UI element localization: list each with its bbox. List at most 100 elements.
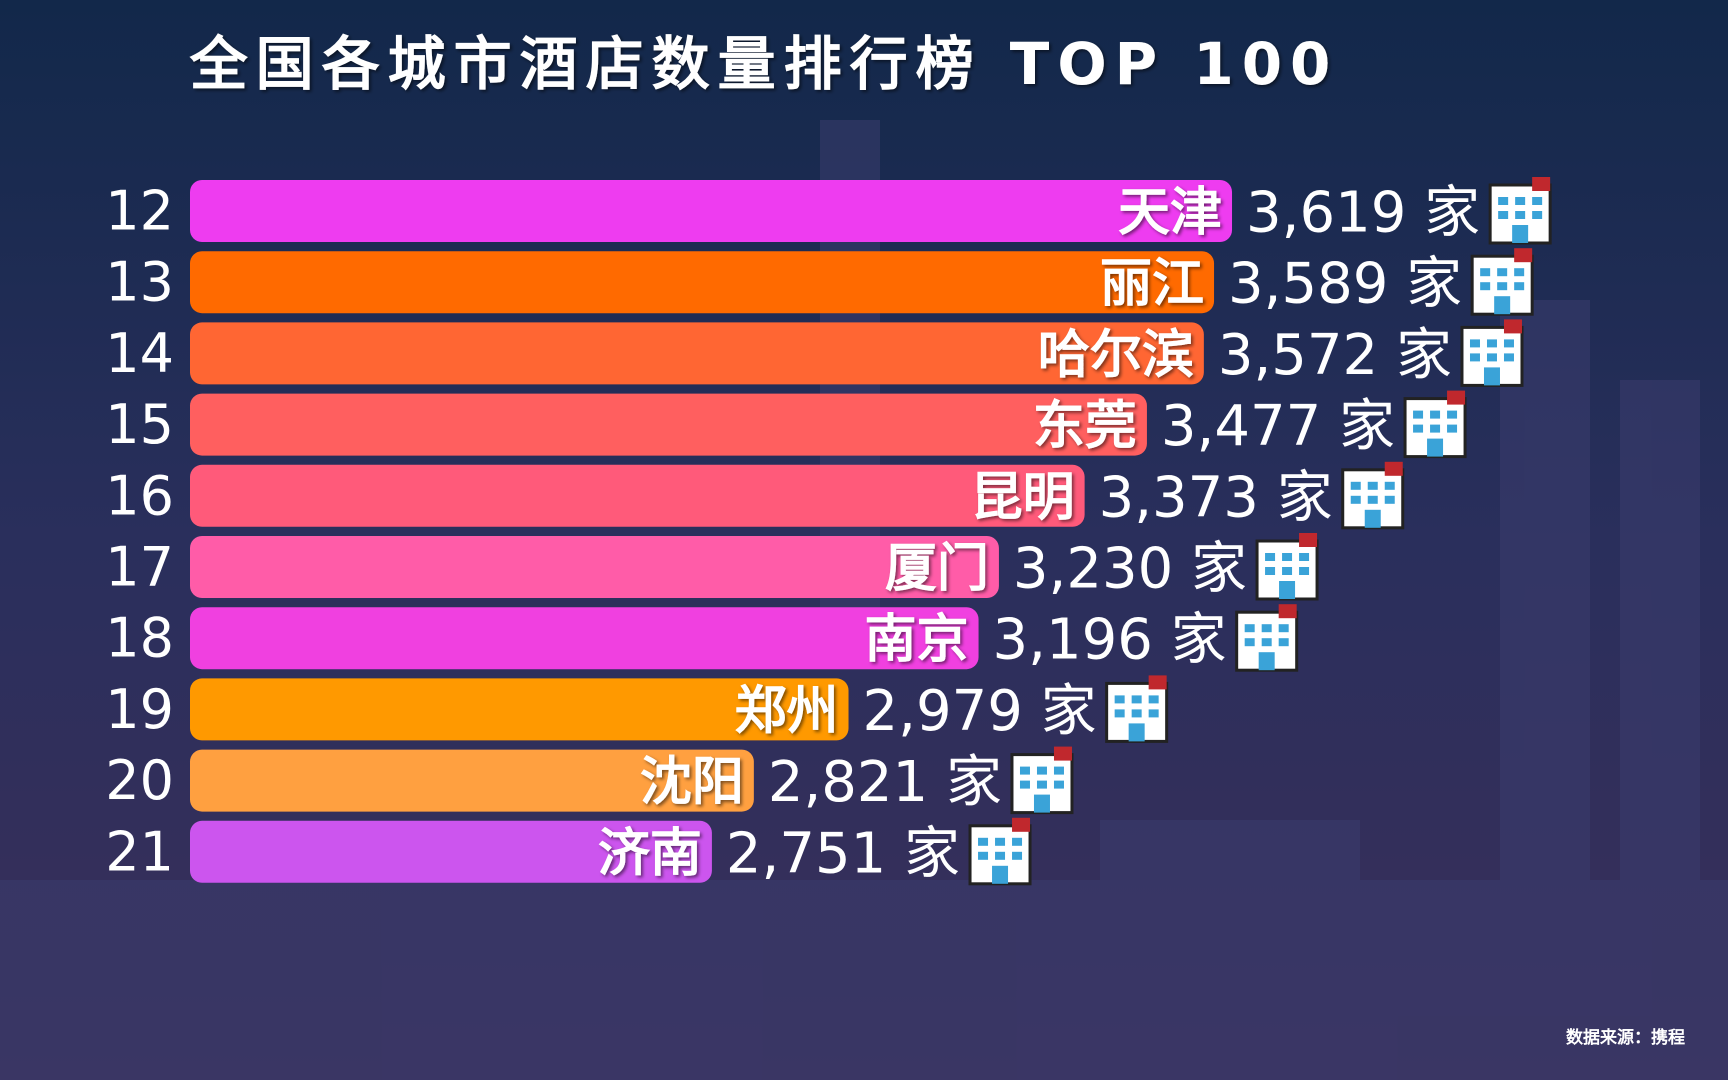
icon-sign <box>1012 817 1031 832</box>
icon-window <box>1265 553 1276 561</box>
city-label: 郑州 <box>735 681 839 741</box>
rank-label: 13 <box>105 251 174 314</box>
hotel-icon <box>1010 746 1074 815</box>
bar <box>190 393 1147 456</box>
icon-window <box>1036 766 1047 775</box>
icon-sign <box>1514 248 1533 263</box>
icon-window <box>1053 780 1064 789</box>
hotel-icon <box>1460 319 1524 387</box>
icon-door <box>1364 509 1381 528</box>
value-label: 3,230 家 <box>1013 537 1247 602</box>
city-label: 天津 <box>1118 183 1222 243</box>
value-label: 2,751 家 <box>726 821 960 886</box>
city-label: 南京 <box>865 610 969 670</box>
value-label: 3,477 家 <box>1161 394 1395 459</box>
icon-door <box>1494 296 1511 315</box>
icon-door <box>1427 438 1444 457</box>
icon-window <box>1114 695 1125 704</box>
rank-label: 17 <box>105 536 174 599</box>
hotel-icon <box>968 817 1032 886</box>
icon-window <box>1350 495 1361 504</box>
icon-window <box>1282 567 1293 575</box>
icon-sign <box>1148 675 1167 690</box>
rank-label: 12 <box>105 180 174 243</box>
value-label: 2,979 家 <box>863 679 1097 744</box>
hotel-icon <box>1488 177 1552 245</box>
icon-window <box>1278 638 1289 647</box>
city-label: 沈阳 <box>640 753 744 813</box>
icon-window <box>1532 211 1543 219</box>
icon-sign <box>1053 746 1072 761</box>
icon-window <box>1019 780 1030 789</box>
icon-window <box>1299 553 1310 561</box>
icon-door <box>1483 367 1500 386</box>
bar <box>190 536 999 598</box>
value-label: 2,821 家 <box>768 750 1002 815</box>
icon-window <box>1131 709 1142 718</box>
icon-window <box>1447 410 1458 419</box>
icon-window <box>1012 837 1023 846</box>
icon-window <box>1131 695 1142 704</box>
icon-window <box>1278 624 1289 633</box>
icon-window <box>1053 766 1064 775</box>
icon-window <box>1148 709 1159 718</box>
bar <box>190 607 979 670</box>
bar <box>190 464 1085 527</box>
icon-window <box>1148 695 1159 704</box>
bar <box>190 749 754 812</box>
icon-window <box>1447 424 1458 433</box>
rank-label: 20 <box>105 749 174 812</box>
rank-label: 16 <box>105 464 174 527</box>
city-label: 东莞 <box>1033 397 1137 457</box>
icon-window <box>1503 339 1514 348</box>
icon-window <box>1114 709 1125 718</box>
hotel-icon <box>1470 248 1534 316</box>
rank-label: 19 <box>105 678 174 741</box>
icon-window <box>1413 410 1424 419</box>
icon-sign <box>1447 390 1466 405</box>
icon-door <box>1128 723 1145 742</box>
icon-window <box>1469 353 1480 362</box>
icon-window <box>1469 339 1480 348</box>
icon-door <box>992 865 1009 884</box>
icon-window <box>995 837 1006 846</box>
icon-sign <box>1384 461 1403 476</box>
rank-label: 15 <box>105 393 174 456</box>
hotel-icon <box>1403 390 1467 459</box>
icon-window <box>978 837 989 846</box>
icon-window <box>1503 353 1514 362</box>
icon-window <box>1367 495 1378 504</box>
icon-window <box>1515 197 1526 205</box>
hotel-icon <box>1105 675 1169 743</box>
icon-window <box>1244 638 1255 647</box>
bar <box>190 820 712 883</box>
icon-window <box>1515 211 1526 219</box>
icon-window <box>1532 197 1543 205</box>
icon-window <box>1430 424 1441 433</box>
icon-window <box>978 851 989 860</box>
city-label: 哈尔滨 <box>1038 325 1194 385</box>
icon-window <box>1019 766 1030 775</box>
chart-title: 全国各城市酒店数量排行榜 TOP 100 <box>189 30 1339 98</box>
bar <box>190 678 849 741</box>
icon-door <box>1033 794 1050 813</box>
icon-window <box>995 851 1006 860</box>
icon-window <box>1413 424 1424 433</box>
icon-window <box>1498 211 1509 219</box>
icon-window <box>1480 268 1491 277</box>
source-note: 数据来源：携程 <box>1566 1027 1685 1048</box>
icon-window <box>1384 481 1395 490</box>
icon-window <box>1514 268 1525 277</box>
icon-window <box>1265 567 1276 575</box>
icon-window <box>1012 851 1023 860</box>
hotel-icon <box>1255 533 1319 601</box>
rank-label: 14 <box>105 322 174 385</box>
icon-window <box>1486 353 1497 362</box>
value-label: 3,572 家 <box>1218 323 1452 388</box>
city-label: 厦门 <box>885 539 989 599</box>
icon-sign <box>1299 533 1318 547</box>
icon-sign <box>1503 319 1522 334</box>
icon-window <box>1261 624 1272 633</box>
